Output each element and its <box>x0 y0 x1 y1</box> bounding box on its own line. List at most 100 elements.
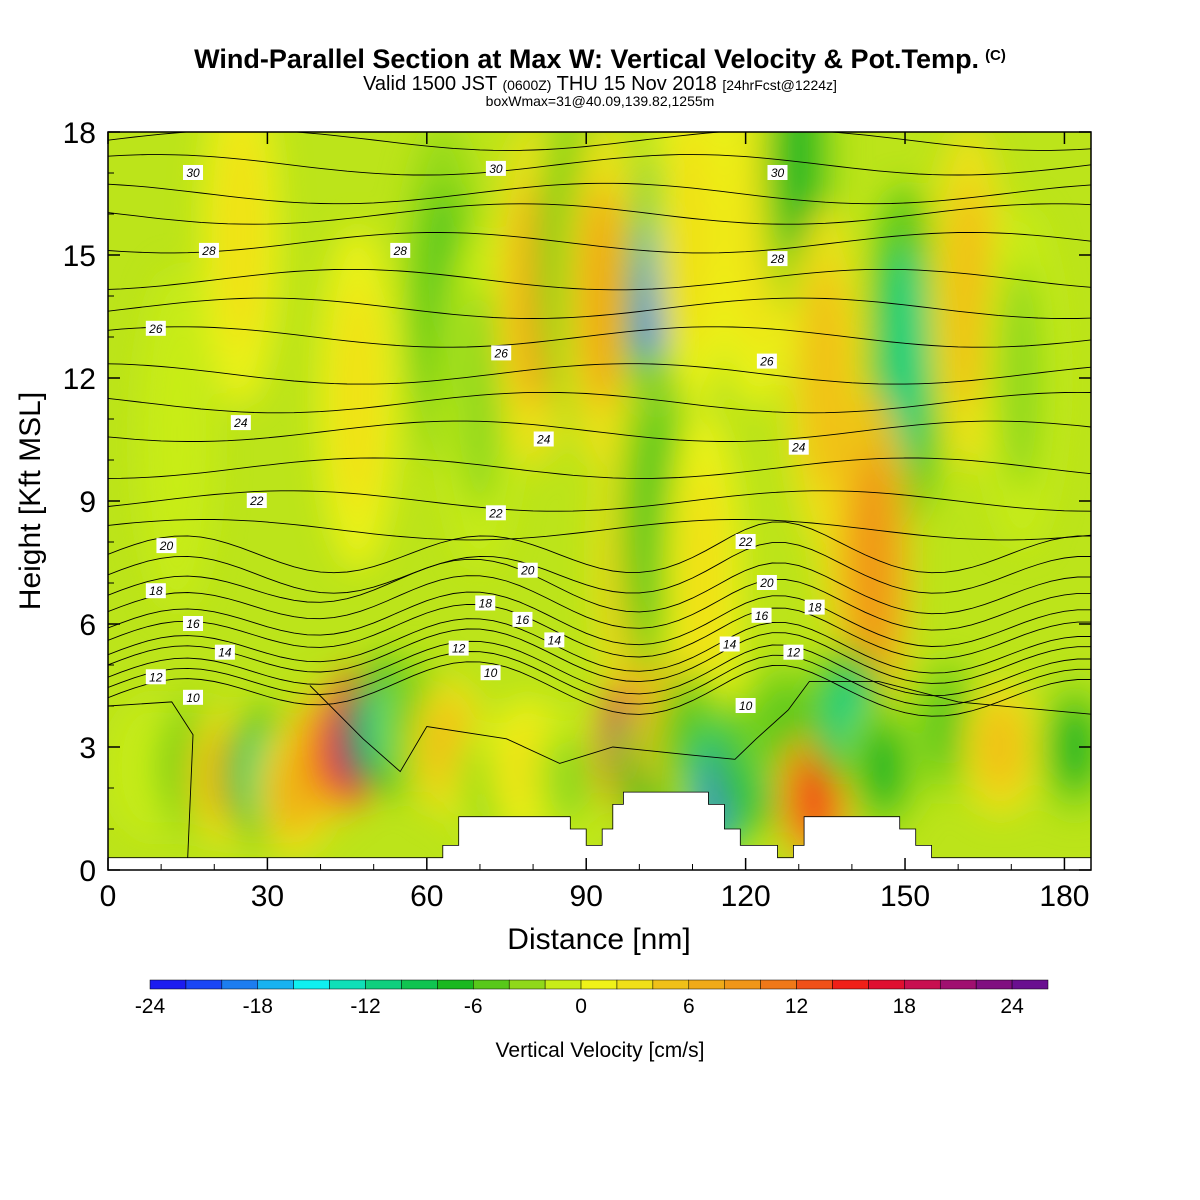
isentrope-30 <box>108 154 1091 176</box>
contour-label: 24 <box>791 441 806 455</box>
contour-label-bg <box>145 320 166 336</box>
contour-label: 28 <box>393 244 408 258</box>
isentrope-22 <box>108 490 1091 512</box>
colorbar-tick-label: 0 <box>575 995 587 1018</box>
contour-label-bg <box>533 431 554 447</box>
isentrope-13 <box>108 628 1091 684</box>
contour-label-bg <box>390 242 411 258</box>
contour-label-bg <box>156 538 177 554</box>
contour-label-bg <box>230 415 251 431</box>
terrain-profile <box>108 791 1091 870</box>
isentrope-16 <box>108 591 1091 647</box>
contour-label: 30 <box>489 162 503 176</box>
contour-label-bg <box>246 493 267 508</box>
isentrope-28 <box>108 232 1091 254</box>
colorbar-tick-label: -24 <box>135 995 166 1018</box>
contour-label-bg <box>183 689 204 705</box>
contour-label-bg <box>512 611 533 627</box>
contour-label: 30 <box>186 166 200 180</box>
x-tick-label: 60 <box>410 880 443 913</box>
contour-label: 14 <box>723 638 737 652</box>
contour-label: 16 <box>186 617 200 631</box>
isentrope-31 <box>108 132 1091 151</box>
velocity-cell <box>580 183 625 409</box>
subtitle-valid: Valid 1500 JST <box>363 73 497 95</box>
contour-label: 30 <box>771 166 785 180</box>
y-tick-label: 18 <box>63 117 96 150</box>
velocity-field <box>110 132 1091 866</box>
contour-label: 10 <box>186 691 200 705</box>
colorbar-swatch <box>293 979 330 990</box>
contour-label: 24 <box>536 433 551 447</box>
isentrope-15 <box>108 603 1091 660</box>
isentrope-11 <box>108 651 1091 707</box>
isentrope-18 <box>108 558 1091 615</box>
contour-label-bg <box>198 242 219 258</box>
colorbar-tick-label: -18 <box>243 995 273 1018</box>
velocity-cell <box>457 286 502 511</box>
x-tick-label: 30 <box>251 880 284 913</box>
colorbar-tick-label: -12 <box>350 995 380 1018</box>
colorbar-tick-label: 24 <box>1000 995 1024 1018</box>
contour-label-bg <box>145 669 166 685</box>
isentrope-20 <box>108 521 1091 574</box>
contour-label: 28 <box>770 252 785 266</box>
colorbar-tick-label: -6 <box>464 995 483 1018</box>
velocity-cell <box>946 183 991 409</box>
y-tick-label: 0 <box>79 855 96 888</box>
colorbar-swatch <box>939 979 977 990</box>
colorbar-title: Vertical Velocity [cm/s] <box>496 1039 705 1062</box>
contour-label-bg <box>735 698 756 713</box>
isentrope-12 <box>108 640 1091 697</box>
velocity-cell <box>851 450 896 675</box>
isentrope-28.5 <box>108 203 1091 225</box>
contour-label-bg <box>767 251 788 267</box>
axes: 0 30 60 90 120 150 180 0 3 6 9 12 15 18 <box>63 117 1091 913</box>
colorbar-swatch <box>149 979 187 990</box>
contour-label: 18 <box>149 584 163 598</box>
chart-subtitle: Valid 1500 JST (0600Z) THU 15 Nov 2018 [… <box>0 73 1200 96</box>
velocity-cell <box>1053 702 1091 792</box>
colorbar-swatch <box>437 979 474 990</box>
contour-label: 22 <box>249 494 264 508</box>
isentrope-24 <box>108 420 1091 442</box>
chart-title: Wind-Parallel Section at Max W: Vertical… <box>194 44 1006 74</box>
isentrope-29 <box>108 182 1091 205</box>
chart-subtitle-2: boxWmax=31@40.09,139.82,1255m <box>485 93 715 109</box>
contour-label-bg <box>183 165 204 180</box>
isentrope-23 <box>108 457 1091 479</box>
velocity-cell <box>670 132 715 347</box>
colorbar-swatch <box>688 979 725 990</box>
contour-label: 26 <box>759 355 774 369</box>
contour-label: 24 <box>233 416 248 430</box>
contour-label: 12 <box>787 646 801 660</box>
contour-label: 28 <box>201 244 216 258</box>
colorbar-tick-label: 18 <box>893 995 916 1018</box>
colorbar-swatch <box>616 979 654 990</box>
contour-label-bg <box>735 534 756 549</box>
contour-label-bg <box>719 636 740 652</box>
isentrope-14 <box>108 618 1091 674</box>
contour-label: 16 <box>755 609 769 623</box>
contour-label-bg <box>756 575 777 590</box>
colorbar-swatch <box>724 979 761 990</box>
isentrope-26.5 <box>108 297 1091 319</box>
colorbar-swatch <box>365 979 402 990</box>
colorbar-swatch <box>185 979 223 990</box>
isentrope-27 <box>108 268 1091 291</box>
contour-label-bg <box>475 595 496 611</box>
velocity-cell <box>978 702 1023 792</box>
contour-label-bg <box>145 583 166 599</box>
contour-label-bg <box>804 599 825 615</box>
velocity-cell <box>999 265 1044 491</box>
y-tick-label: 6 <box>79 609 96 642</box>
velocity-cell <box>335 286 380 511</box>
x-axis-title: Distance [nm] <box>507 923 690 956</box>
contour-label: 12 <box>149 670 163 684</box>
colorbar-swatch <box>473 979 510 990</box>
colorbar-swatch <box>544 979 582 990</box>
colorbar-swatch <box>796 979 833 990</box>
contour-label: 10 <box>484 666 498 680</box>
contour-label-bg <box>485 160 506 176</box>
